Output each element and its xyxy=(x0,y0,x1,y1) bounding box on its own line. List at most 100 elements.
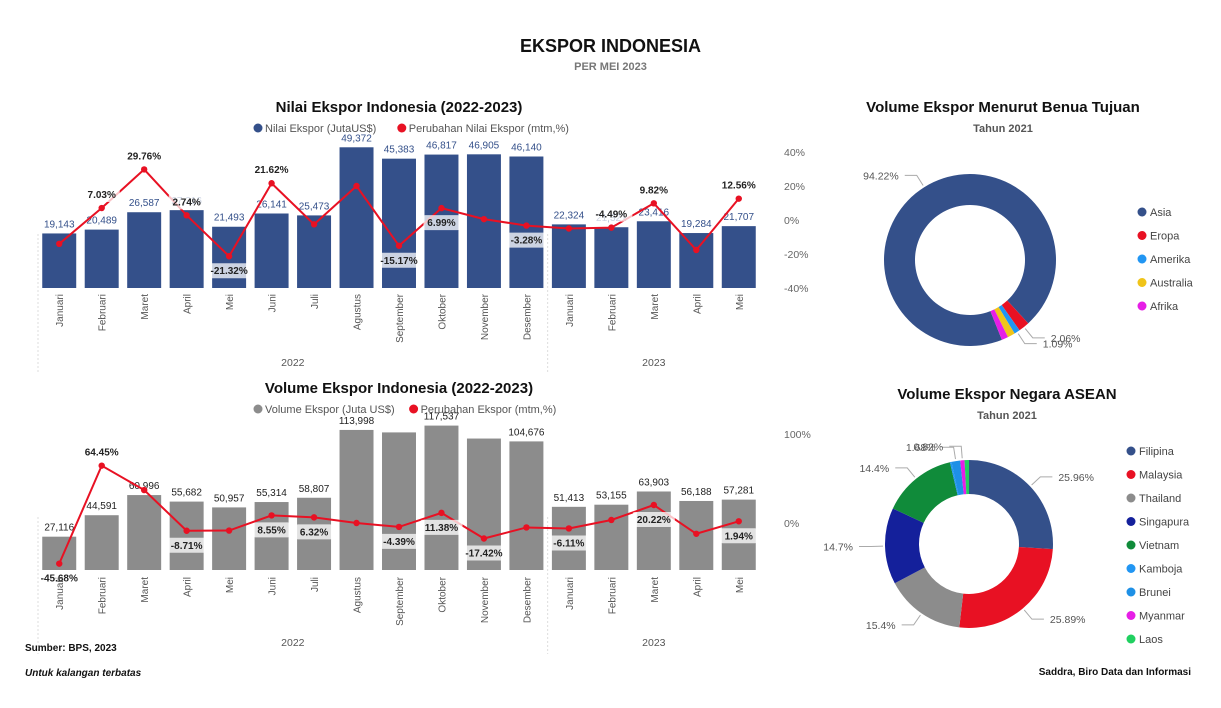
bar-value-label: 19,143 xyxy=(44,219,75,230)
bar-value-label: 55,314 xyxy=(256,488,287,499)
category-label: Desember xyxy=(522,576,533,623)
change-point xyxy=(608,224,615,231)
bar xyxy=(127,495,162,570)
legend-marker xyxy=(1137,254,1147,264)
change-point xyxy=(268,512,275,519)
pct-label-bg xyxy=(423,215,460,231)
change-point xyxy=(353,519,360,527)
slice-kamboja xyxy=(949,461,959,496)
change-point xyxy=(523,222,530,229)
category-label: Februari xyxy=(98,577,109,614)
legend-label: Kamboja xyxy=(1139,564,1183,576)
slice-label: 25.96% xyxy=(1058,472,1094,484)
pct-label-bg xyxy=(83,187,120,203)
slice-label: 1.68% xyxy=(906,442,936,454)
bar-value-label: 53,155 xyxy=(596,491,627,502)
chart-title: Volume Ekspor Negara ASEAN xyxy=(897,386,1116,403)
change-point xyxy=(565,525,573,532)
category-label: Oktober xyxy=(437,293,448,329)
pct-label-bg xyxy=(720,528,757,544)
pct-label: 20.22% xyxy=(637,515,671,526)
pct-label-bg xyxy=(632,512,675,528)
pct-label: -15.17% xyxy=(380,256,417,267)
pct-label: -45.68% xyxy=(41,574,78,585)
slice-myanmar xyxy=(960,460,967,495)
chart-nilai: Nilai Ekspor Indonesia (2022-2023) Nilai … xyxy=(37,99,809,374)
bar-value-label: 51,413 xyxy=(554,493,585,504)
category-label: April xyxy=(692,294,703,314)
pct-label-bg xyxy=(505,232,548,248)
bar-value-label: 113,998 xyxy=(339,416,375,427)
legend-marker xyxy=(1137,278,1147,287)
legend-label: Vietnam xyxy=(1139,540,1179,552)
category-label: Februari xyxy=(607,294,618,331)
bar xyxy=(636,221,671,288)
pct-label-bg xyxy=(165,537,208,553)
legend-label: Brunei xyxy=(1139,587,1171,599)
pct-label: 2.74% xyxy=(172,197,200,208)
pct-label-bg xyxy=(420,519,463,535)
chart-title: Volume Ekspor Menurut Benua Tujuan xyxy=(866,99,1140,116)
legend-marker xyxy=(1126,493,1136,503)
bar xyxy=(212,507,247,570)
pct-axis-tick: 40% xyxy=(784,147,805,159)
pct-label-bg xyxy=(635,182,672,198)
change-point xyxy=(225,253,233,260)
chart-title: Volume Ekspor Indonesia (2022-2023) xyxy=(265,380,533,397)
change-point xyxy=(395,242,403,249)
chart-subtitle: Tahun 2021 xyxy=(973,123,1033,135)
pct-label: -4.49% xyxy=(596,210,628,221)
change-point xyxy=(438,509,445,517)
pct-label: 7.03% xyxy=(88,190,116,201)
pct-label: 8.55% xyxy=(257,525,285,536)
pct-label-bg xyxy=(717,177,760,193)
category-label: Juni xyxy=(268,577,279,595)
pct-label-bg xyxy=(375,252,423,268)
pct-label: -3.28% xyxy=(511,236,543,247)
legend-label: Australia xyxy=(1150,278,1194,290)
legend-label: Amerika xyxy=(1150,254,1191,266)
slice-filipina xyxy=(969,460,1053,550)
year-label: 2023 xyxy=(642,637,666,649)
category-label: Juni xyxy=(268,294,279,312)
year-label: 2022 xyxy=(281,357,305,369)
slice-thailand xyxy=(894,567,964,628)
pct-label: 64.45% xyxy=(85,448,119,459)
slice-eropa xyxy=(1001,300,1029,331)
pct-label: 11.38% xyxy=(425,523,458,534)
bar-value-label: 57,281 xyxy=(723,486,754,497)
bar-value-label: 63,903 xyxy=(639,477,670,488)
change-point xyxy=(735,195,742,202)
bar-value-label: 46,817 xyxy=(426,141,457,152)
pct-label: 29.76% xyxy=(127,151,161,162)
category-label: Mei xyxy=(735,577,746,593)
bar-value-label: 58,807 xyxy=(299,484,330,495)
pct-label-bg xyxy=(35,570,84,586)
category-label: September xyxy=(395,293,406,343)
pct-label-bg xyxy=(250,162,293,178)
category-label: April xyxy=(692,577,703,597)
bar-value-label: 55,682 xyxy=(171,488,202,499)
legend-label: Thailand xyxy=(1139,493,1181,505)
page-subtitle: PER MEI 2023 xyxy=(574,61,647,73)
bar-value-label: 19,284 xyxy=(681,219,712,230)
bar-value-label: 104,676 xyxy=(508,427,545,438)
slice-amerika xyxy=(998,304,1020,334)
change-point xyxy=(225,527,233,534)
change-point xyxy=(565,225,573,232)
category-label: Januari xyxy=(55,577,66,610)
bar-value-label: 49,372 xyxy=(341,133,372,144)
bar xyxy=(424,425,459,570)
bar-value-label: 25,473 xyxy=(299,201,330,212)
slice-label: 15.4% xyxy=(866,620,896,632)
bar-value-label: 60,996 xyxy=(129,481,160,492)
leader-line xyxy=(895,467,916,478)
legend-marker xyxy=(397,123,407,133)
source-note: Sumber: BPS, 2023 xyxy=(25,643,117,654)
bar xyxy=(339,429,374,570)
change-point xyxy=(140,166,148,173)
legend-marker xyxy=(1126,564,1136,573)
chart-subtitle: Tahun 2021 xyxy=(977,410,1037,422)
change-point xyxy=(98,204,105,212)
category-label: Januari xyxy=(565,294,576,327)
